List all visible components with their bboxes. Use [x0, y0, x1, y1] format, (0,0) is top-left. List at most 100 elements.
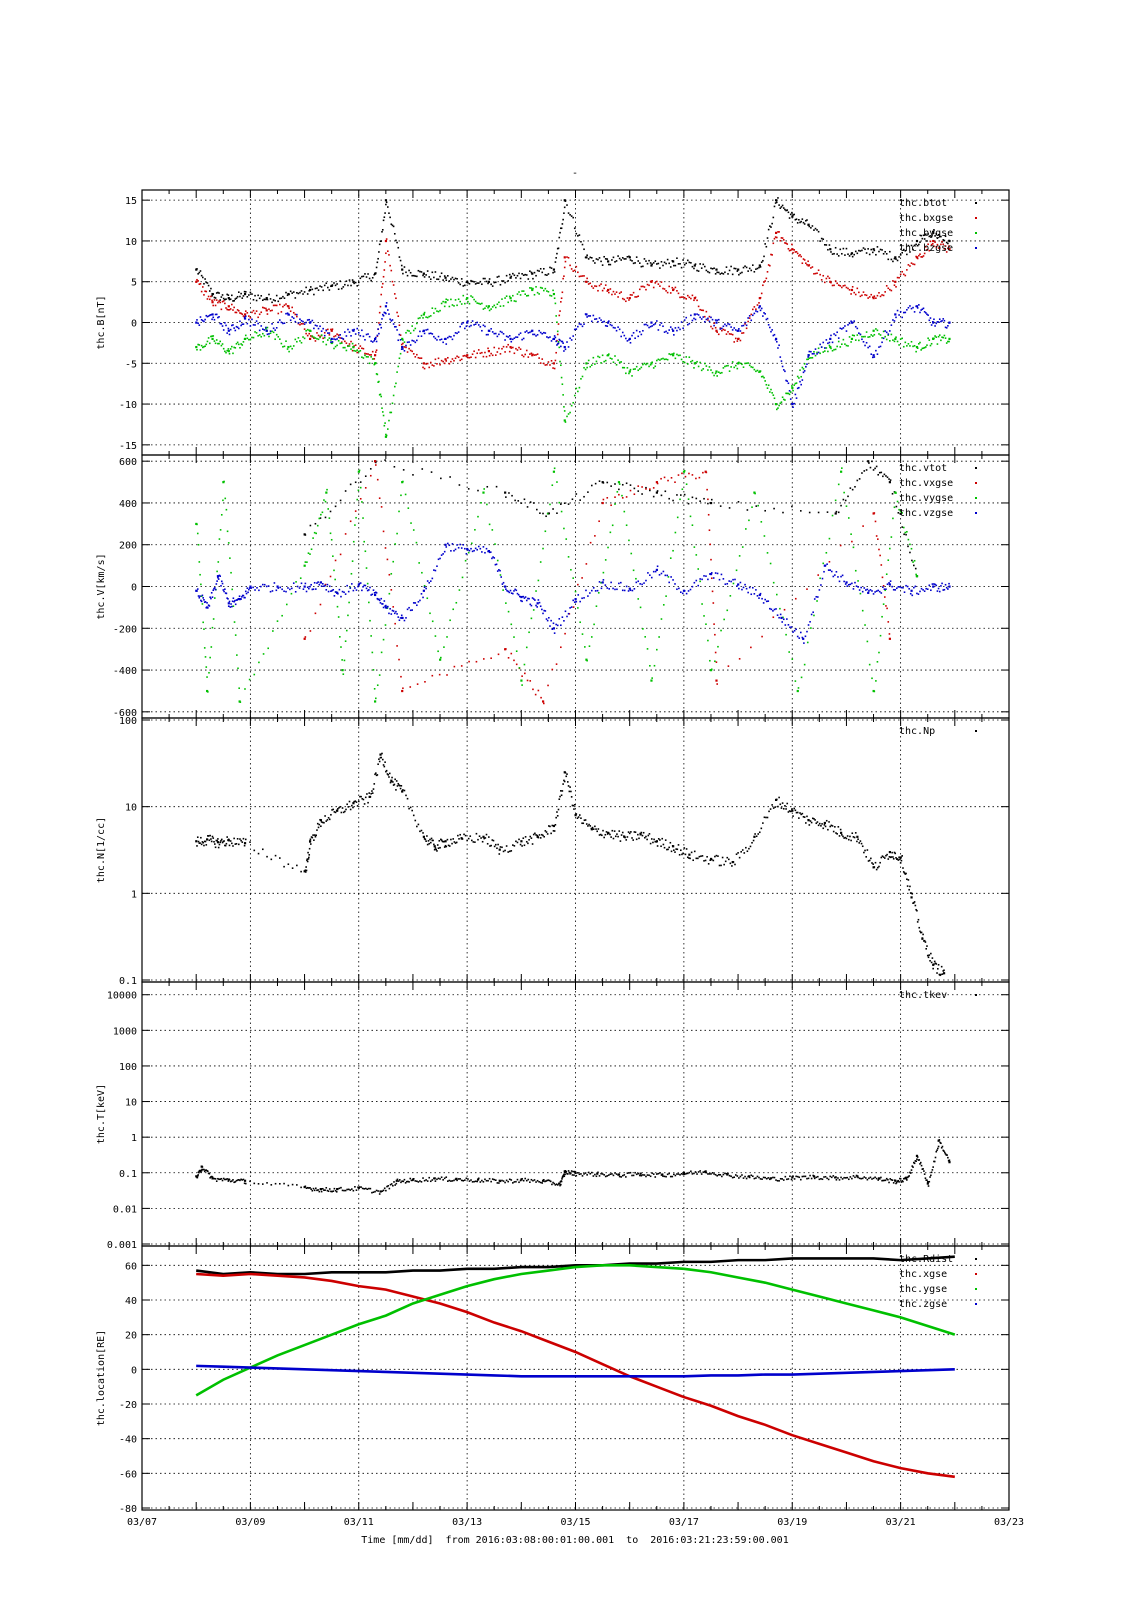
data-point [227, 294, 230, 296]
data-point [341, 1189, 344, 1192]
data-point [547, 273, 550, 275]
data-point [617, 296, 619, 298]
data-point [654, 260, 657, 263]
data-point [420, 335, 423, 337]
data-point [888, 478, 890, 480]
data-point [581, 822, 583, 825]
data-point [279, 1182, 281, 1185]
data-point [940, 243, 942, 246]
data-point [775, 236, 778, 239]
data-point [560, 624, 562, 627]
data-point [393, 385, 396, 388]
data-point [890, 856, 893, 858]
data-point [217, 316, 219, 319]
data-point [502, 850, 505, 853]
data-point [517, 593, 520, 596]
data-point [282, 295, 284, 298]
data-point [403, 341, 406, 343]
data-point [747, 591, 749, 594]
data-point [286, 312, 289, 315]
data-point [320, 334, 323, 336]
data-point [421, 571, 423, 574]
data-point [656, 280, 658, 283]
data-point [248, 678, 251, 681]
data-point [206, 298, 209, 300]
data-point [932, 231, 935, 234]
data-point [904, 311, 907, 314]
data-point [462, 1179, 465, 1182]
data-point [392, 1184, 394, 1187]
data-point [518, 667, 521, 669]
data-point [424, 838, 427, 841]
data-point [214, 342, 217, 345]
data-point [595, 605, 598, 608]
data-point [910, 589, 913, 592]
data-point [334, 345, 337, 348]
data-point [889, 340, 891, 342]
data-point [628, 539, 630, 542]
data-point [595, 360, 598, 363]
data-point [923, 590, 926, 592]
data-point [454, 277, 457, 280]
data-point [713, 322, 715, 324]
data-point [405, 344, 407, 347]
data-point [368, 1187, 370, 1190]
data-point [913, 564, 915, 567]
data-point [318, 583, 321, 586]
data-point [909, 251, 911, 253]
data-point [677, 263, 680, 265]
data-point [391, 280, 394, 283]
data-point [854, 581, 856, 584]
data-point [484, 277, 486, 280]
data-point [196, 1175, 199, 1177]
data-point [223, 840, 225, 842]
data-point [710, 498, 713, 501]
data-point [428, 315, 431, 318]
data-point [819, 352, 821, 355]
data-point [440, 656, 442, 659]
data-point [650, 264, 653, 267]
data-point [299, 323, 301, 326]
data-point [786, 618, 788, 620]
data-point [355, 516, 357, 519]
data-point [881, 341, 883, 344]
data-point [306, 293, 309, 295]
data-point [431, 364, 434, 366]
data-point [473, 350, 475, 353]
data-point [556, 815, 559, 817]
data-point [227, 598, 229, 600]
y-tick-label: -200 [113, 624, 137, 635]
data-point [611, 324, 613, 327]
data-point [660, 477, 662, 480]
data-point [575, 813, 578, 815]
data-point [771, 329, 773, 331]
data-point [896, 276, 899, 279]
data-point [445, 360, 448, 362]
data-point [817, 269, 820, 272]
data-point [445, 279, 448, 282]
data-point [384, 761, 386, 763]
data-point [637, 598, 640, 600]
data-point [913, 559, 916, 562]
data-point [546, 363, 548, 366]
data-point [841, 467, 843, 469]
data-point [531, 843, 534, 845]
data-point [833, 348, 835, 351]
data-point [306, 860, 309, 863]
data-point [196, 588, 199, 590]
data-point [662, 604, 665, 606]
data-point [308, 332, 311, 335]
data-point [799, 510, 802, 512]
data-point [673, 849, 675, 852]
data-point [872, 248, 875, 251]
data-point [680, 321, 683, 323]
data-point [416, 683, 419, 685]
data-point [945, 241, 948, 244]
data-point [477, 838, 479, 841]
data-point [642, 285, 644, 288]
data-point [369, 1187, 372, 1190]
data-point [534, 599, 536, 601]
data-point [305, 286, 307, 289]
data-point [482, 308, 485, 310]
data-point [263, 583, 266, 586]
